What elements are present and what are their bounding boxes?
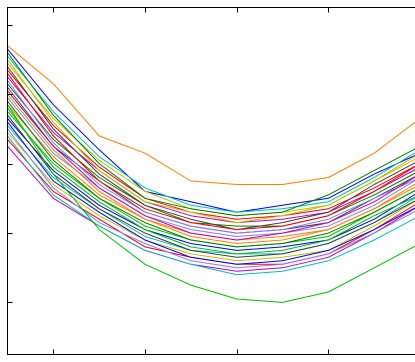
series-line-30 bbox=[7, 104, 415, 303]
series-line-29 bbox=[7, 45, 415, 185]
series-line-20 bbox=[7, 107, 415, 255]
series-line-24 bbox=[7, 73, 415, 231]
series-line-13 bbox=[7, 132, 415, 262]
axis-ticks bbox=[7, 7, 329, 355]
series-line-25 bbox=[7, 86, 415, 241]
series-line-26 bbox=[7, 100, 415, 248]
series-line-18 bbox=[7, 80, 415, 234]
series-line-21 bbox=[7, 121, 415, 265]
series-line-16 bbox=[7, 52, 415, 217]
series-line-2 bbox=[7, 55, 415, 213]
plot-frame bbox=[7, 7, 415, 355]
series-line-1 bbox=[7, 48, 415, 213]
series-line-27 bbox=[7, 114, 415, 258]
series-line-17 bbox=[7, 66, 415, 231]
series-line-15 bbox=[7, 145, 415, 272]
series-line-23 bbox=[7, 59, 415, 224]
series-line-11 bbox=[7, 118, 415, 251]
series-line-28 bbox=[7, 128, 415, 269]
series-line-22 bbox=[7, 135, 415, 276]
series-lines bbox=[7, 45, 415, 303]
series-line-19 bbox=[7, 93, 415, 244]
